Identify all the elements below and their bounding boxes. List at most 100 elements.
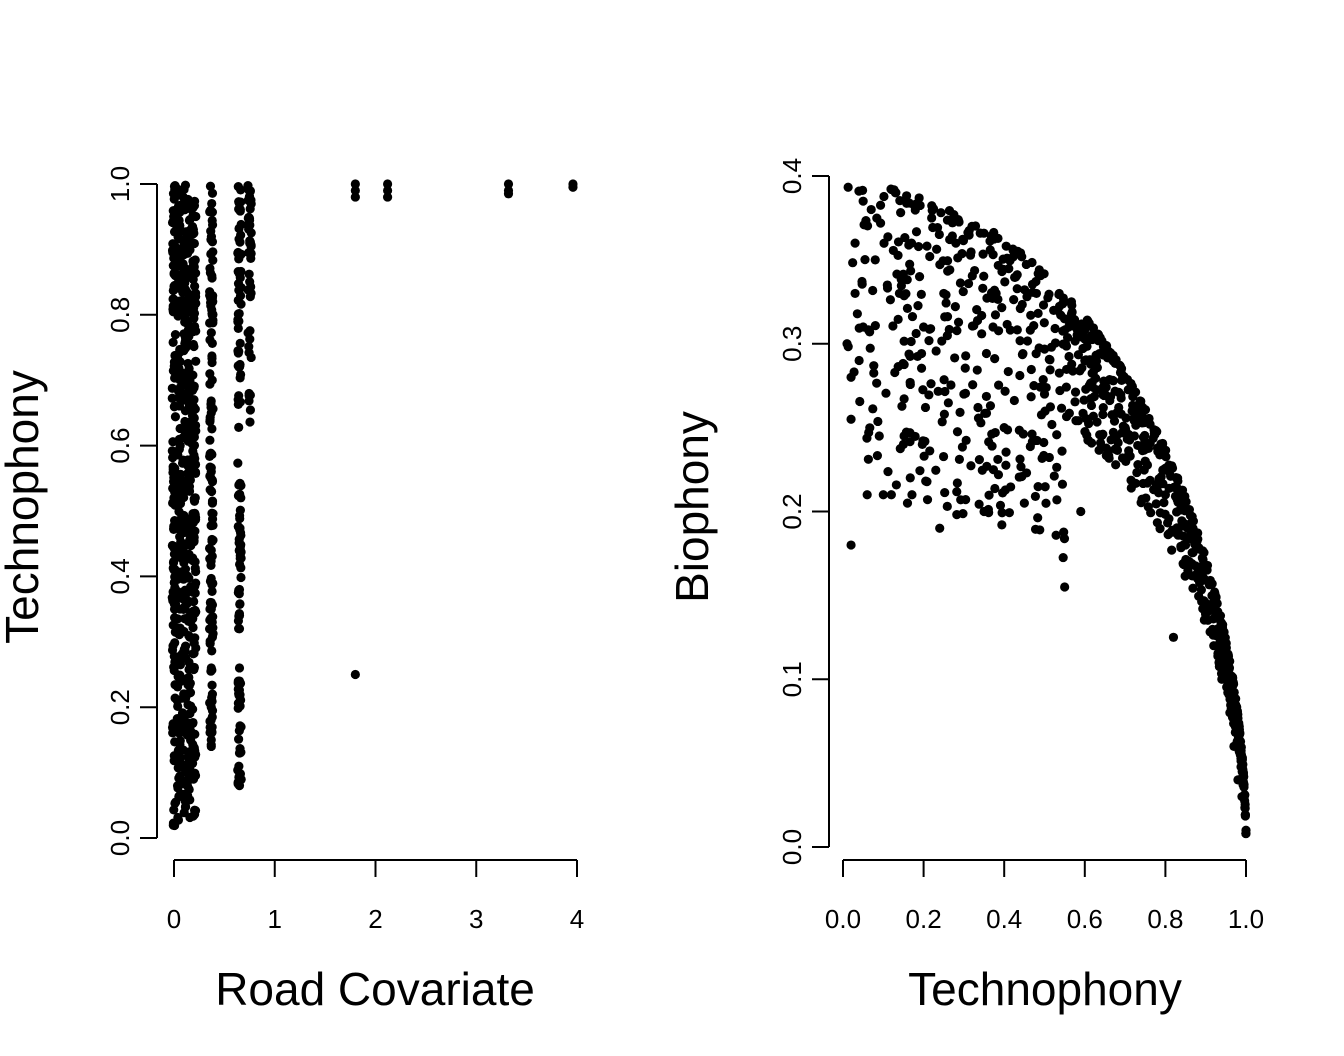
- data-point: [206, 741, 216, 752]
- data-point: [187, 459, 198, 469]
- data-point: [1127, 381, 1138, 392]
- data-point: [207, 198, 217, 209]
- data-point: [985, 245, 995, 255]
- data-point: [1139, 445, 1149, 455]
- data-point: [1121, 456, 1131, 466]
- data-point: [957, 442, 967, 452]
- data-point: [1019, 498, 1029, 508]
- data-point: [907, 311, 918, 322]
- data-point: [1240, 803, 1250, 813]
- data-point: [1079, 395, 1089, 405]
- data-point: [234, 422, 244, 432]
- data-point: [168, 337, 178, 348]
- data-point: [881, 388, 891, 398]
- data-point: [189, 664, 199, 675]
- right-scatter-panel: 0.0 0.1 0.2 0.3 0.4 0.0 0.2 0.4 0.6 0.8 1.0 Techn…: [666, 158, 1264, 1015]
- data-point: [1129, 416, 1139, 426]
- left-y-axis: 0.0 0.2 0.4 0.6 0.8 1.0: [105, 166, 158, 856]
- y-tick-label: 0.6: [105, 428, 135, 464]
- data-point: [1059, 527, 1069, 537]
- data-point: [981, 391, 991, 402]
- data-point: [974, 455, 984, 465]
- data-point: [958, 286, 968, 297]
- data-point: [1114, 402, 1124, 413]
- data-point: [168, 641, 178, 651]
- data-point: [902, 303, 913, 313]
- data-point: [187, 758, 198, 768]
- data-point: [1193, 534, 1203, 544]
- data-point: [205, 435, 215, 445]
- data-point: [990, 427, 1000, 438]
- data-point: [1000, 277, 1010, 287]
- data-point: [1198, 554, 1208, 565]
- data-point: [872, 378, 882, 388]
- right-x-axis: 0.0 0.2 0.4 0.6 0.8 1.0: [825, 859, 1264, 934]
- right-y-axis-label: Biophony: [666, 411, 718, 603]
- data-point: [234, 584, 245, 595]
- data-point: [914, 272, 925, 282]
- data-point: [952, 326, 962, 336]
- right-y-axis: 0.0 0.1 0.2 0.3 0.4: [777, 158, 830, 865]
- data-point: [886, 490, 896, 500]
- x-tick-label: 3: [469, 904, 483, 934]
- data-point: [1178, 531, 1188, 541]
- data-point: [236, 369, 246, 380]
- data-point: [990, 354, 1000, 364]
- data-point: [872, 451, 883, 461]
- data-point: [206, 448, 216, 458]
- data-point: [1112, 445, 1122, 455]
- data-point: [899, 291, 909, 301]
- data-point: [503, 179, 514, 189]
- data-point: [189, 596, 199, 607]
- data-point: [974, 499, 984, 509]
- data-point: [189, 536, 199, 546]
- data-point: [1195, 567, 1205, 577]
- data-point: [973, 402, 983, 413]
- data-point: [848, 258, 858, 268]
- data-point: [902, 191, 912, 201]
- data-point: [188, 622, 198, 633]
- data-point: [184, 672, 194, 682]
- data-point: [953, 317, 964, 327]
- data-point: [1121, 413, 1131, 423]
- data-point: [207, 273, 217, 283]
- data-point: [963, 228, 973, 238]
- data-point: [173, 614, 183, 624]
- data-point: [233, 323, 243, 333]
- data-point: [1086, 359, 1096, 369]
- data-point: [887, 184, 897, 195]
- data-point: [1034, 343, 1044, 353]
- data-point: [234, 204, 244, 214]
- data-point: [184, 573, 194, 583]
- data-point: [245, 238, 255, 248]
- x-tick-label: 0.8: [1147, 904, 1183, 934]
- data-point: [883, 232, 893, 242]
- data-point: [1132, 400, 1143, 411]
- data-point: [1168, 632, 1179, 642]
- data-point: [1044, 354, 1054, 364]
- data-point: [1009, 395, 1019, 406]
- data-point: [865, 423, 875, 433]
- data-point: [1050, 323, 1060, 334]
- data-point: [1213, 626, 1223, 636]
- data-point: [998, 254, 1008, 264]
- data-point: [206, 467, 216, 477]
- data-point: [233, 521, 243, 532]
- data-point: [1188, 583, 1198, 593]
- data-point: [205, 181, 216, 191]
- data-point: [1115, 360, 1125, 370]
- data-point: [173, 278, 183, 288]
- data-point: [988, 322, 998, 332]
- data-point: [1041, 498, 1051, 508]
- data-point: [863, 454, 873, 464]
- data-point: [955, 407, 965, 418]
- data-point: [206, 226, 216, 236]
- data-point: [207, 424, 217, 434]
- data-point: [244, 191, 255, 202]
- data-point: [998, 488, 1008, 498]
- data-point: [1035, 525, 1045, 535]
- y-tick-label: 0.2: [777, 493, 807, 529]
- data-point: [1027, 257, 1037, 268]
- data-point: [925, 251, 935, 262]
- data-point: [170, 329, 181, 340]
